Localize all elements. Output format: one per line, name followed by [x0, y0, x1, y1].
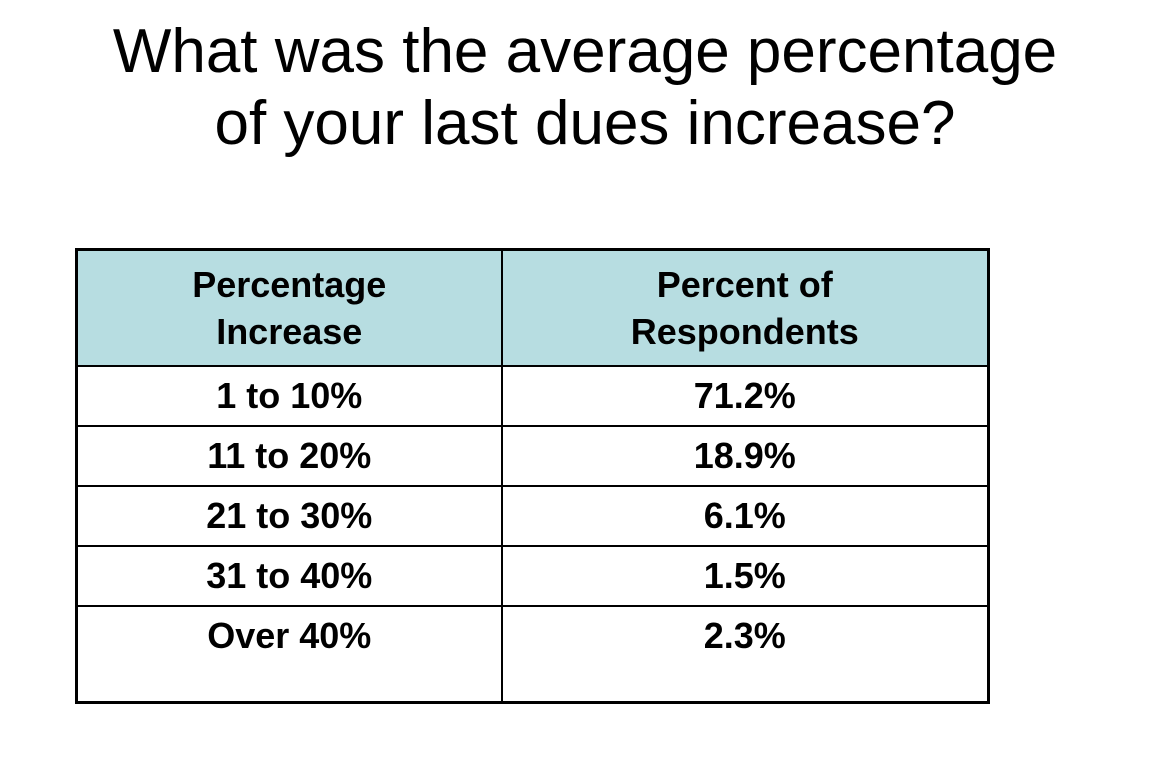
table-header-row: Percentage Increase Percent of Responden… [75, 248, 990, 367]
range-cell: Over 40% [75, 605, 503, 704]
title-line-2: of your last dues increase? [214, 89, 956, 158]
header-line: Percentage [192, 264, 387, 305]
range-cell: 1 to 10% [75, 365, 503, 427]
value-cell: 71.2% [500, 365, 990, 427]
table-row: 1 to 10% 71.2% [75, 365, 990, 427]
range-cell: 11 to 20% [75, 425, 503, 487]
table-row: 11 to 20% 18.9% [75, 425, 990, 487]
header-line: Respondents [630, 311, 859, 352]
title-line-1: What was the average percentage [112, 17, 1058, 86]
range-cell: 31 to 40% [75, 545, 503, 607]
value-cell: 2.3% [500, 605, 990, 704]
value-cell: 18.9% [500, 425, 990, 487]
range-cell: 21 to 30% [75, 485, 503, 547]
header-line: Increase [216, 311, 363, 352]
value-cell: 6.1% [500, 485, 990, 547]
slide-title: What was the average percentage of your … [0, 16, 1170, 160]
header-percent-of-respondents: Percent of Respondents [500, 248, 990, 367]
value-cell: 1.5% [500, 545, 990, 607]
table-row: Over 40% 2.3% [75, 605, 990, 704]
header-percentage-increase: Percentage Increase [75, 248, 503, 367]
table-row: 21 to 30% 6.1% [75, 485, 990, 547]
table-row: 31 to 40% 1.5% [75, 545, 990, 607]
header-line: Percent of [656, 264, 833, 305]
results-table: Percentage Increase Percent of Responden… [75, 248, 990, 704]
